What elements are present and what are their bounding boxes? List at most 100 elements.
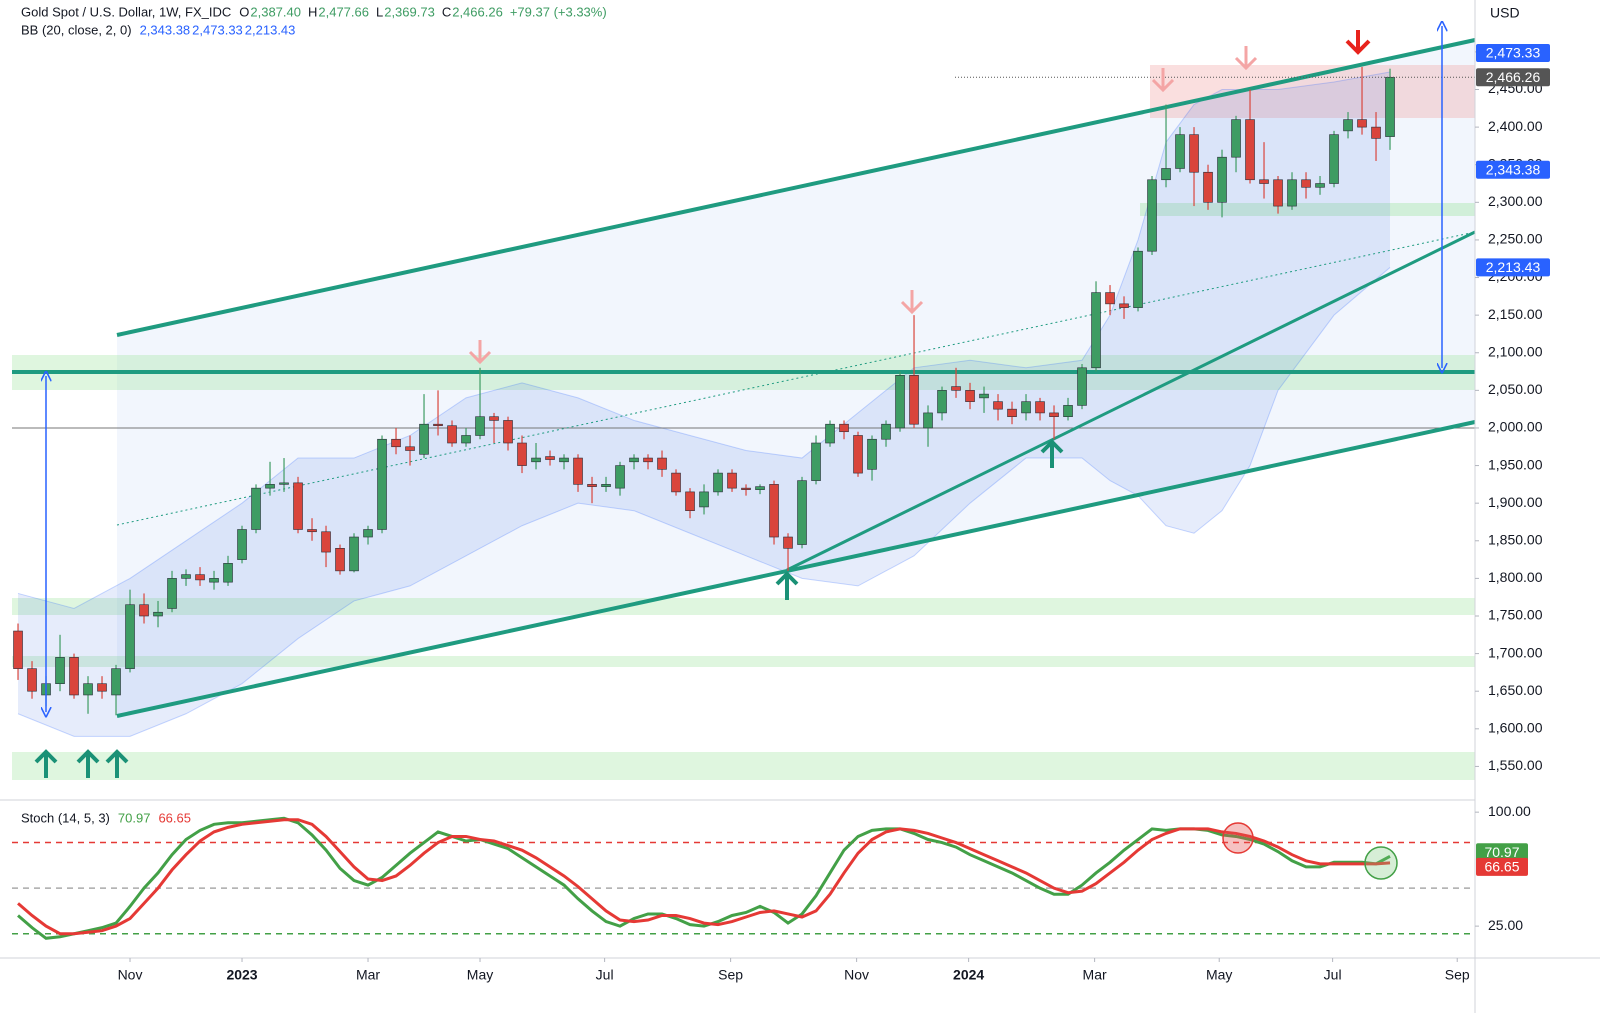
up-arrow [105, 749, 129, 778]
up-arrow [34, 749, 58, 778]
x-tick-label: Jul [1324, 967, 1342, 983]
candle-body [1203, 171, 1213, 203]
candle-body [1077, 367, 1087, 406]
candle-body [153, 611, 163, 617]
candle-body [1245, 119, 1255, 181]
down-arrow [468, 340, 492, 365]
candle-body [1273, 179, 1283, 207]
bollinger-fill [18, 71, 1391, 737]
candle-body [377, 438, 387, 530]
stoch-tag-label: 70.97 [1484, 844, 1519, 860]
candle-body [1035, 401, 1045, 414]
candle-body [825, 423, 835, 444]
y-tick-label: 1,600.00 [1488, 720, 1543, 736]
x-tick-label: Jul [596, 967, 614, 983]
price-tag-label: 2,213.43 [1486, 259, 1541, 275]
currency-label: USD [1490, 5, 1520, 21]
candle-body [699, 491, 709, 508]
candle-body [531, 457, 541, 463]
trend-line [786, 230, 1476, 572]
candle-body [69, 657, 79, 696]
candle-body [503, 420, 513, 444]
candle-body [769, 484, 779, 538]
stoch-line [17, 818, 1391, 936]
y-tick-label: 2,250.00 [1488, 231, 1543, 247]
ohlc-key: H [308, 4, 317, 19]
candle-body [587, 484, 597, 487]
stoch-y-tick-label: 100.00 [1488, 803, 1531, 819]
candle-body [433, 423, 443, 427]
candle-body [811, 442, 821, 481]
candle-body [293, 482, 303, 530]
candle-body [881, 423, 891, 440]
x-tick-label: Nov [844, 967, 869, 983]
candle-body [573, 457, 583, 485]
candle-body [1147, 179, 1157, 252]
candle-body [139, 604, 149, 617]
candle-body [265, 484, 275, 489]
candle-body [1007, 408, 1017, 417]
candle-body [209, 578, 219, 583]
background-layer [12, 40, 1475, 780]
y-tick-label: 2,150.00 [1488, 306, 1543, 322]
signal-circle [1364, 846, 1398, 880]
signal-circle [1222, 822, 1254, 854]
candle-body [279, 482, 289, 485]
y-tick-label: 1,850.00 [1488, 531, 1543, 547]
candle-body [993, 401, 1003, 410]
stoch-k-value: 70.97 [118, 810, 151, 825]
candle-body [713, 472, 723, 493]
candle-body [629, 457, 639, 463]
candle-body [1315, 183, 1325, 188]
y-tick-label: 2,050.00 [1488, 381, 1543, 397]
support-zone [12, 598, 1475, 615]
candle-body [685, 491, 695, 511]
up-arrow [1040, 439, 1064, 468]
y-tick-label: 1,950.00 [1488, 456, 1543, 472]
y-tick-label: 2,300.00 [1488, 193, 1543, 209]
x-tick-label: Sep [718, 967, 743, 983]
y-tick-label: 2,400.00 [1488, 118, 1543, 134]
price-tag-label: 2,343.38 [1486, 161, 1541, 177]
support-zone [1140, 203, 1475, 216]
candle-body [349, 536, 359, 572]
stochastic-annotations [1222, 822, 1398, 880]
candle-body [83, 683, 93, 696]
candle-body [1119, 303, 1129, 308]
candle-body [867, 438, 877, 470]
bb-legend: BB (20, close, 2, 0) [21, 22, 132, 37]
ohlc-value: 2,466.26 [452, 4, 503, 19]
stoch-tag [1476, 857, 1528, 876]
price-tag-label: 2,466.26 [1486, 69, 1541, 85]
x-tick-label: May [1206, 967, 1232, 983]
candle-body [797, 480, 807, 545]
stoch-legend: Stoch (14, 5, 3) [21, 810, 110, 825]
ohlc-value: 2,477.66 [318, 4, 369, 19]
ohlc-key: O [239, 4, 249, 19]
candle-body [181, 574, 191, 579]
candle-body [601, 484, 611, 487]
candle-body [853, 435, 863, 474]
stoch-tag [1476, 843, 1528, 862]
candle-body [335, 548, 345, 572]
candle-body [671, 472, 681, 493]
price-change: +79.37 (+3.33%) [510, 4, 607, 19]
drawing-layer [12, 38, 1476, 718]
candle-body [405, 446, 415, 451]
candle-body [1371, 126, 1381, 139]
x-tick-label: Nov [118, 967, 143, 983]
y-tick-label: 2,100.00 [1488, 343, 1543, 359]
candle-body [1021, 401, 1031, 414]
stoch-line [17, 816, 1391, 940]
candle-body [1329, 134, 1339, 184]
bb-value: 2,343.38 [140, 22, 191, 37]
x-tick-label: Mar [356, 967, 380, 983]
support-zone [12, 752, 1475, 780]
candle-body [1189, 134, 1199, 173]
x-tick-label: Mar [1083, 967, 1107, 983]
y-tick-label: 1,550.00 [1488, 757, 1543, 773]
candle-body [223, 563, 233, 583]
candle-body [517, 442, 527, 466]
y-tick-label: 1,800.00 [1488, 569, 1543, 585]
